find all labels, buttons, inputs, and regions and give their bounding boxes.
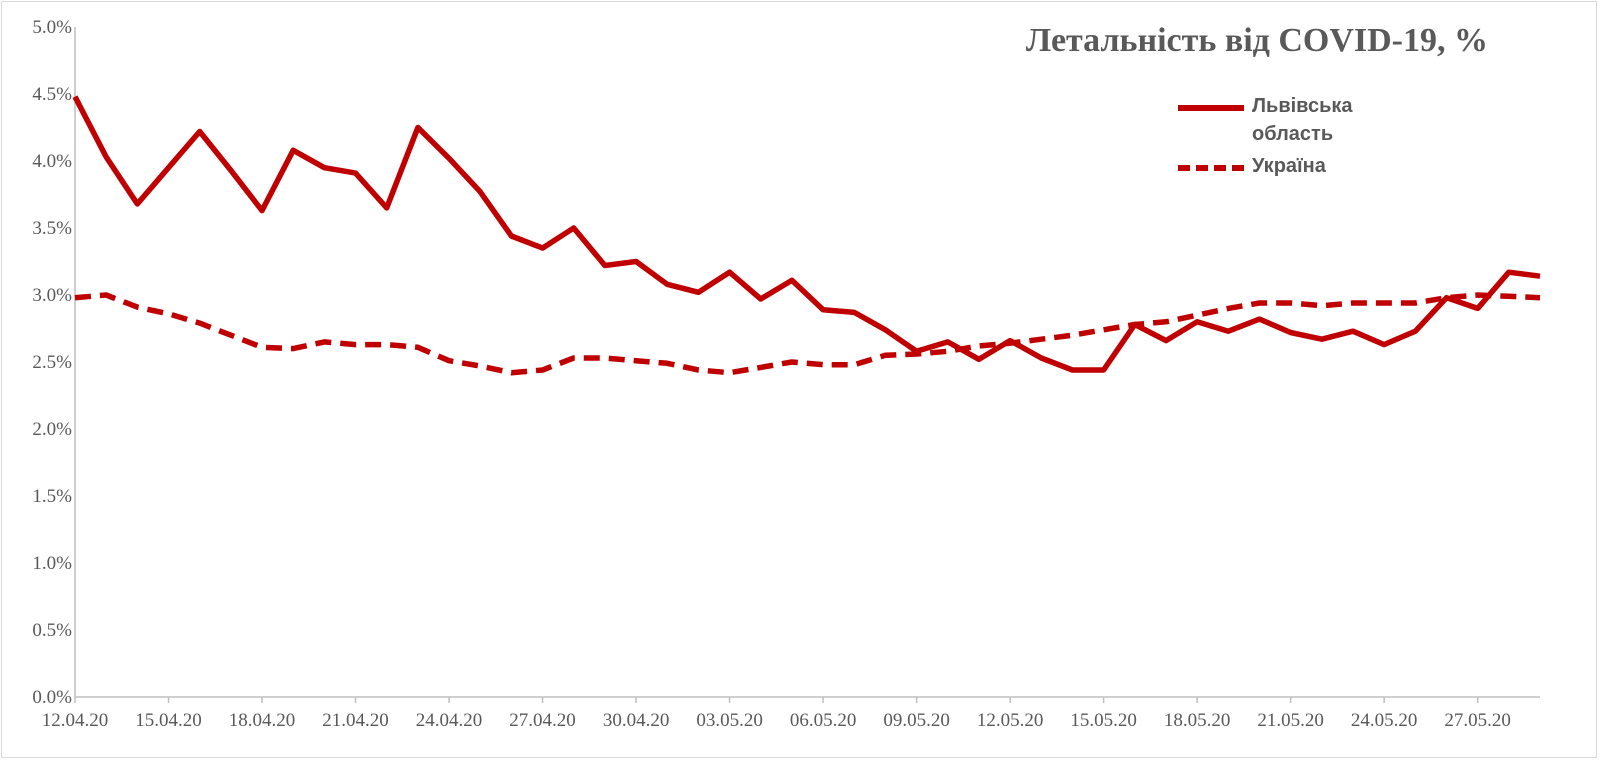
- x-tick-label: 03.05.20: [696, 710, 763, 731]
- legend: Львівська область Україна: [1178, 92, 1418, 180]
- y-tick-label: 0.5%: [32, 620, 72, 641]
- y-tick-label: 1.5%: [32, 486, 72, 507]
- legend-swatch-dashed: [1178, 165, 1244, 171]
- series-line-lviv: [72, 95, 1541, 373]
- legend-label-ukraine: Україна: [1252, 155, 1326, 177]
- y-tick-label: 3.0%: [32, 285, 72, 306]
- legend-item-ukraine: Україна: [1178, 152, 1418, 180]
- y-tick-label: 4.5%: [32, 84, 72, 105]
- y-tick-label: 2.5%: [32, 352, 72, 373]
- x-tick-label: 15.04.20: [135, 710, 202, 731]
- y-tick-label: 2.0%: [32, 419, 72, 440]
- x-axis-ticks: 12.04.20 15.04.20 18.04.20 21.04.20 24.04.20…: [42, 697, 1511, 731]
- axes: [74, 27, 1540, 698]
- x-tick-label: 21.04.20: [322, 710, 389, 731]
- y-axis-ticks: 0.0% 0.5% 1.0% 1.5% 2.0% 2.5% 3.0% 3.5% 4.0% 4.5%…: [32, 17, 72, 708]
- series-layer: [72, 95, 1541, 376]
- series-line-ukraine: [74, 292, 1541, 376]
- legend-label-lviv: Львівська область: [1252, 95, 1353, 145]
- x-tick-label: 15.05.20: [1070, 710, 1137, 731]
- x-tick-label: 18.04.20: [229, 710, 296, 731]
- x-tick-label: 12.05.20: [977, 710, 1044, 731]
- y-tick-label: 5.0%: [32, 17, 72, 38]
- y-tick-label: 0.0%: [32, 687, 72, 708]
- x-tick-label: 18.05.20: [1164, 710, 1231, 731]
- legend-swatch-solid: [1178, 105, 1244, 111]
- y-tick-label: 4.0%: [32, 151, 72, 172]
- x-tick-label: 27.04.20: [509, 710, 576, 731]
- chart-title: Летальність від COVID-19, %: [1025, 22, 1488, 59]
- x-tick-label: 06.05.20: [790, 710, 857, 731]
- x-tick-label: 27.05.20: [1444, 710, 1511, 731]
- x-tick-label: 12.04.20: [42, 710, 109, 731]
- y-tick-label: 1.0%: [32, 553, 72, 574]
- legend-item-lviv: Львівська область: [1178, 92, 1418, 148]
- x-tick-label: 24.04.20: [416, 710, 483, 731]
- x-tick-label: 30.04.20: [603, 710, 670, 731]
- x-tick-label: 09.05.20: [883, 710, 950, 731]
- y-tick-label: 3.5%: [32, 218, 72, 239]
- x-tick-label: 24.05.20: [1351, 710, 1418, 731]
- x-tick-label: 21.05.20: [1257, 710, 1324, 731]
